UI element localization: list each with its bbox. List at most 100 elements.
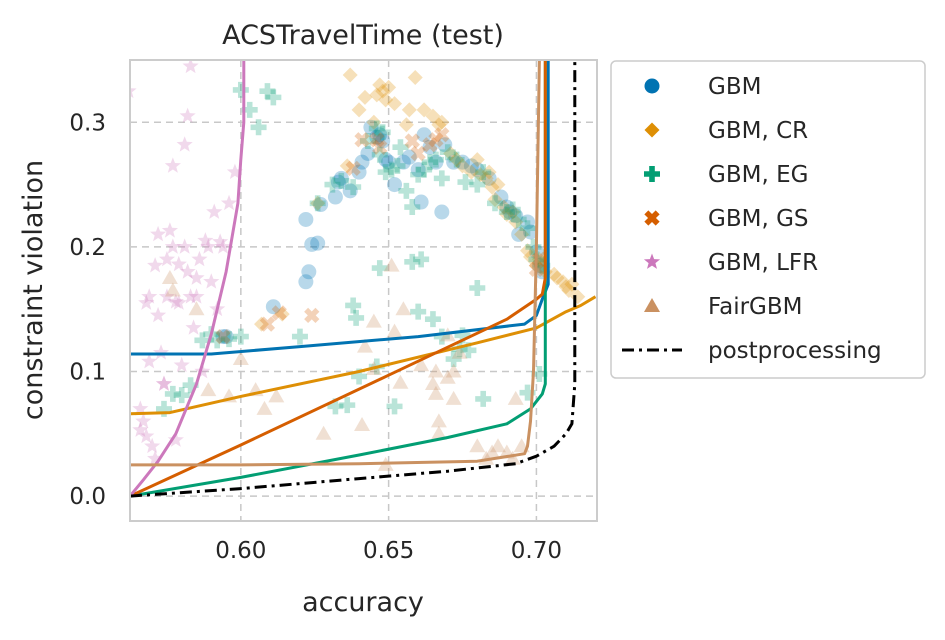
gbm-eg-point bbox=[534, 257, 551, 274]
gbm-point bbox=[413, 194, 429, 210]
gbm-point bbox=[428, 154, 444, 170]
gbm-lfr-point bbox=[206, 203, 223, 219]
gbm-cr-point bbox=[522, 249, 538, 265]
gbm-eg-point bbox=[498, 204, 515, 221]
gbm-gs-point bbox=[354, 132, 370, 148]
legend-gbm-cr-swatch bbox=[644, 122, 660, 138]
gbm-eg-point bbox=[351, 368, 368, 385]
gbm-eg-point bbox=[475, 390, 492, 407]
gbm-point bbox=[446, 154, 462, 170]
gbm-point bbox=[298, 274, 314, 290]
fairgbm-point bbox=[395, 301, 412, 316]
gbm-cr-point bbox=[425, 108, 441, 124]
gbm-eg-point bbox=[469, 280, 486, 297]
gbm-cr-point bbox=[274, 306, 290, 322]
gbm-gs-point-shape bbox=[304, 307, 320, 324]
fairgbm-point bbox=[315, 425, 332, 440]
gbm-cr-point bbox=[339, 158, 355, 174]
gbm-eg-point bbox=[413, 251, 430, 268]
gbm-gs-point-shape bbox=[215, 328, 231, 345]
gbm-lfr-point bbox=[135, 412, 152, 429]
gbm-eg-point bbox=[194, 332, 211, 349]
gbm-eg-point bbox=[324, 176, 341, 193]
gbm-point bbox=[215, 329, 231, 345]
gbm-point bbox=[342, 183, 358, 199]
fairgbm-point bbox=[427, 385, 444, 400]
gbm-cr-point bbox=[342, 67, 358, 83]
gbm-eg-point bbox=[398, 182, 415, 199]
gbm-gs-point-shape bbox=[422, 137, 438, 153]
gbm-gs-point-shape bbox=[354, 132, 370, 148]
gbm-point bbox=[469, 162, 485, 178]
gbm-eg-point bbox=[377, 164, 394, 181]
legend-gbm-gs-label: GBM, GS bbox=[708, 206, 809, 232]
gbm-cr-point bbox=[490, 177, 506, 193]
gbm-cr-point bbox=[496, 199, 512, 215]
gbm-lfr-point bbox=[130, 86, 137, 99]
gbm-gs-point bbox=[304, 307, 320, 324]
gbm-lfr-point bbox=[215, 238, 232, 254]
legend-gbm-lfr-swatch bbox=[643, 253, 661, 269]
gbm-point bbox=[463, 158, 479, 174]
gbm-gs-point bbox=[271, 305, 287, 321]
gbm-gs-point bbox=[345, 160, 361, 177]
legend-postprocessing-label: postprocessing bbox=[708, 338, 882, 364]
gbm-lfr-point bbox=[141, 288, 158, 304]
gbm-gs-point bbox=[428, 132, 444, 148]
gbm-lfr-point bbox=[203, 273, 220, 289]
y-axis-label: constraint violation bbox=[18, 160, 49, 420]
fairgbm-point bbox=[445, 390, 462, 405]
fairgbm-point bbox=[469, 438, 486, 453]
gbm-eg-point bbox=[410, 303, 427, 320]
gbm-eg-point bbox=[368, 120, 385, 137]
gbm-lfr-point bbox=[158, 250, 176, 267]
gbm-cr-point bbox=[372, 77, 388, 93]
gbm-point bbox=[511, 226, 527, 242]
gbm-lfr-point bbox=[158, 288, 176, 304]
fairgbm-point bbox=[161, 270, 178, 285]
gbm-cr-point bbox=[505, 204, 521, 220]
gbm-eg-point bbox=[345, 179, 362, 196]
gbm-eg-point bbox=[374, 124, 391, 141]
legend-gbm-label: GBM bbox=[708, 74, 761, 100]
gbm-point bbox=[330, 174, 346, 190]
legend-gbm-eg-label: GBM, EG bbox=[708, 162, 808, 188]
gbm-lfr-point bbox=[132, 421, 149, 437]
gbm-lfr-point bbox=[194, 362, 211, 379]
gbm-lfr-point bbox=[191, 250, 208, 267]
y-tick-label: 0.1 bbox=[69, 359, 106, 385]
scatter-layer bbox=[130, 60, 586, 471]
legend-gbm-swatch bbox=[644, 78, 660, 94]
gbm-eg-point bbox=[433, 328, 450, 345]
gbm-eg-point bbox=[487, 195, 504, 212]
gbm-cr-point bbox=[375, 83, 391, 99]
legend-gbm-gs-swatch-shape bbox=[644, 210, 660, 226]
gbm-cr-point bbox=[378, 92, 394, 108]
gbm-lfr-point bbox=[164, 157, 181, 173]
gbm-eg-point bbox=[265, 89, 282, 106]
gbm-eg-point bbox=[427, 151, 444, 168]
gbm-point bbox=[369, 129, 385, 145]
gbm-point bbox=[378, 152, 394, 168]
gbm-eg-point bbox=[221, 331, 238, 348]
gbm-lfr-point bbox=[179, 263, 196, 279]
fairgbm-point bbox=[445, 363, 462, 378]
gbm-eg-point bbox=[531, 365, 548, 382]
gbm-lfr-point bbox=[182, 60, 199, 74]
gbm-eg-point bbox=[404, 199, 421, 216]
gbm-cr-point bbox=[520, 243, 536, 259]
gbm-point bbox=[410, 162, 426, 178]
gbm-lfr-point bbox=[138, 294, 155, 310]
gbm-cr-point bbox=[357, 89, 373, 105]
gbm-eg-point bbox=[448, 151, 465, 168]
gbm-point bbox=[401, 149, 417, 165]
fairgbm-point bbox=[256, 400, 273, 415]
gbm-cr-point bbox=[487, 192, 503, 208]
gbm-point bbox=[416, 127, 432, 143]
gbm-eg-point bbox=[445, 351, 462, 368]
legend-fairgbm-label: FairGBM bbox=[708, 294, 803, 320]
gbm-lfr-frontier-line bbox=[130, 60, 246, 498]
gbm-point bbox=[354, 154, 370, 170]
fairgbm-point bbox=[383, 257, 400, 272]
gbm-point bbox=[363, 119, 379, 135]
